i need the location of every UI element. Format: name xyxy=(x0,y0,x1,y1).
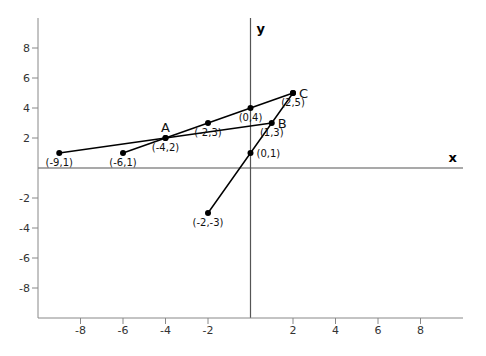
svg-text:(-9,1): (-9,1) xyxy=(46,157,73,168)
svg-text:(0,4): (0,4) xyxy=(239,112,263,123)
svg-text:y: y xyxy=(257,21,266,36)
svg-text:A: A xyxy=(161,120,170,135)
svg-text:4: 4 xyxy=(332,324,339,337)
svg-text:4: 4 xyxy=(23,102,30,115)
svg-text:(1,3): (1,3) xyxy=(259,127,284,139)
svg-text:(2,5): (2,5) xyxy=(281,97,305,109)
svg-text:(-4,2): (-4,2) xyxy=(152,142,179,153)
svg-text:-2: -2 xyxy=(203,324,214,337)
svg-text:2: 2 xyxy=(23,132,30,145)
svg-text:2: 2 xyxy=(290,324,297,337)
svg-text:-6: -6 xyxy=(118,324,129,337)
svg-text:-2: -2 xyxy=(19,192,30,205)
svg-text:(-2,-3): (-2,-3) xyxy=(193,217,224,228)
svg-text:-8: -8 xyxy=(75,324,86,337)
svg-text:-8: -8 xyxy=(19,282,30,295)
svg-text:-4: -4 xyxy=(19,222,30,235)
svg-text:(-2,3): (-2,3) xyxy=(194,127,221,138)
svg-text:B: B xyxy=(278,116,287,131)
svg-text:(0,1): (0,1) xyxy=(257,148,281,159)
svg-text:C: C xyxy=(299,86,308,101)
svg-text:x: x xyxy=(449,150,458,165)
svg-text:(-6,1): (-6,1) xyxy=(109,157,136,168)
svg-text:-4: -4 xyxy=(160,324,171,337)
svg-text:6: 6 xyxy=(375,324,382,337)
svg-text:6: 6 xyxy=(23,72,30,85)
svg-text:8: 8 xyxy=(23,42,30,55)
svg-text:-6: -6 xyxy=(19,252,30,265)
svg-text:8: 8 xyxy=(417,324,424,337)
